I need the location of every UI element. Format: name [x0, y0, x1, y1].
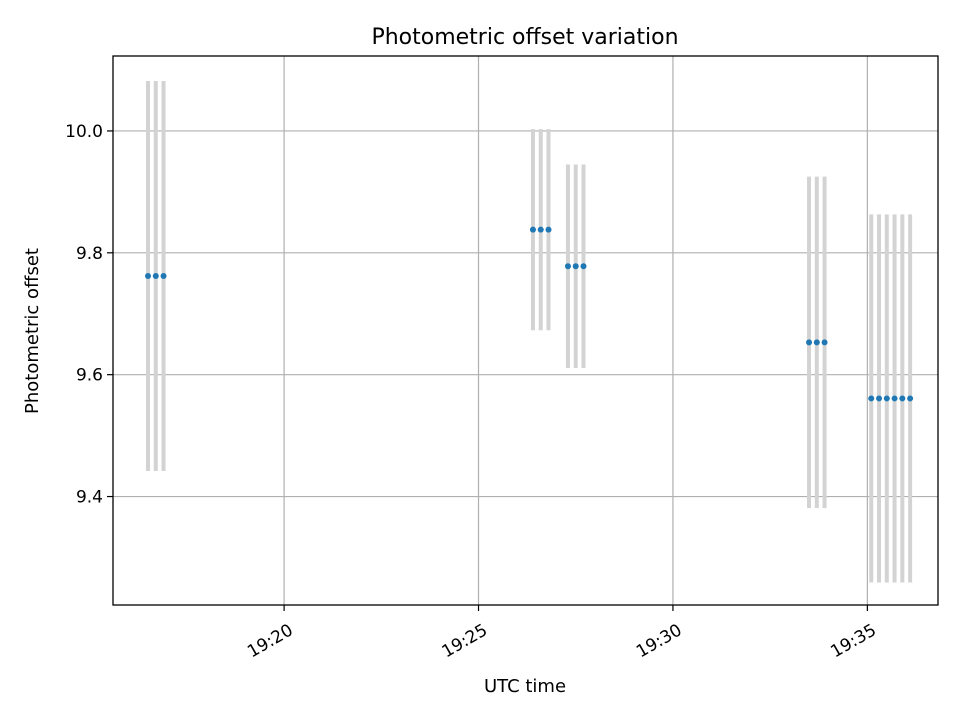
data-point	[806, 339, 813, 346]
data-point	[144, 272, 151, 279]
data-point	[572, 263, 579, 270]
y-tick-label: 10.0	[65, 122, 103, 142]
y-tick-label: 9.4	[76, 488, 103, 508]
data-point	[813, 339, 820, 346]
y-axis-ticks: 9.4 9.6 9.8 10.0	[65, 122, 113, 508]
data-point	[529, 226, 536, 233]
x-tick-label: 19:20	[244, 620, 296, 662]
x-tick-label: 19:35	[827, 620, 879, 662]
chart-title: Photometric offset variation	[371, 25, 678, 50]
plot-frame	[112, 55, 939, 606]
x-tick-label: 19:30	[633, 620, 685, 662]
data-point	[545, 226, 552, 233]
data-points	[144, 226, 914, 402]
grid-lines	[113, 56, 938, 605]
data-point	[160, 272, 167, 279]
data-point	[899, 395, 906, 402]
x-tick-label: 19:25	[439, 620, 491, 662]
data-point	[907, 395, 914, 402]
data-point	[891, 395, 898, 402]
data-point	[580, 263, 587, 270]
error-bars	[145, 80, 913, 583]
data-point	[876, 395, 883, 402]
y-tick-label: 9.8	[76, 244, 103, 264]
data-point	[564, 263, 571, 270]
x-axis-ticks: 19:20 19:25 19:30 19:35	[244, 605, 880, 662]
y-tick-label: 9.6	[76, 366, 103, 386]
x-axis-label: UTC time	[484, 676, 566, 697]
data-point	[868, 395, 875, 402]
data-point	[821, 339, 828, 346]
data-point	[152, 272, 159, 279]
data-point	[537, 226, 544, 233]
data-point	[883, 395, 890, 402]
y-axis-label: Photometric offset	[22, 248, 43, 414]
